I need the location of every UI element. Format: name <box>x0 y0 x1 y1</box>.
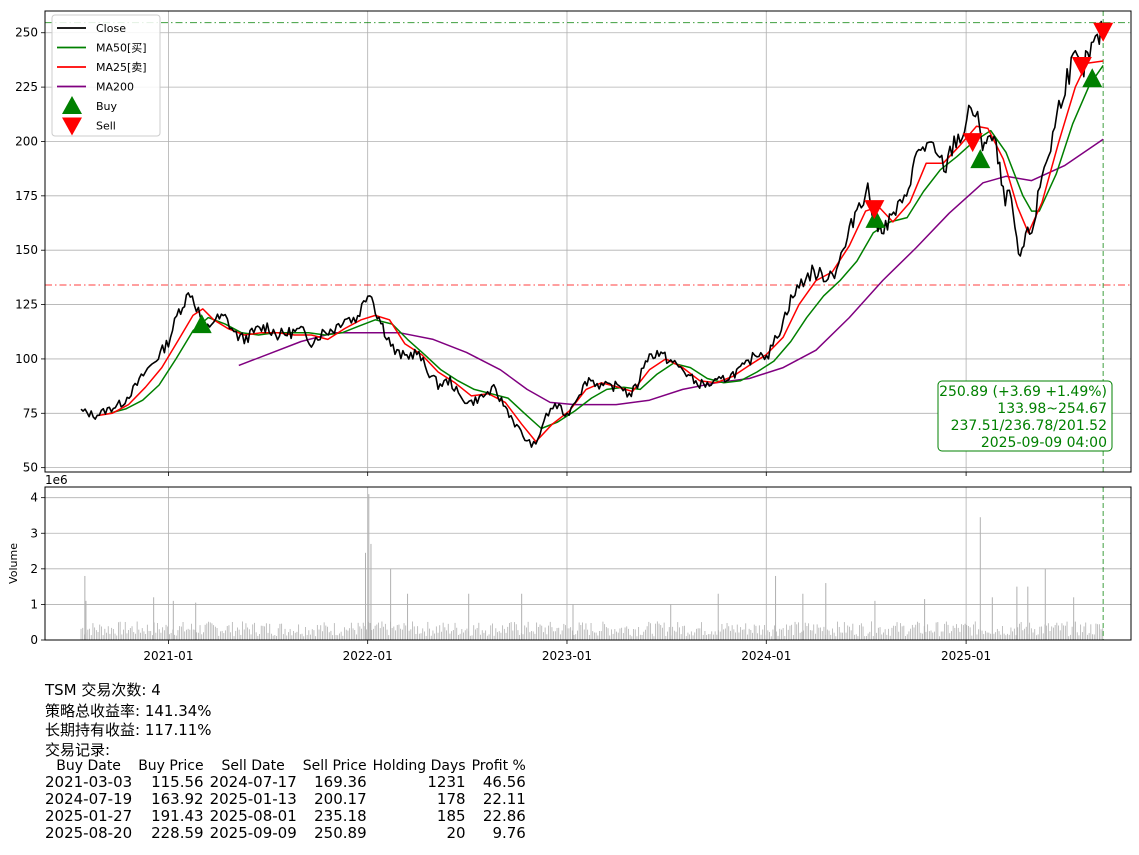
volume-axis-label: Volume <box>7 543 20 584</box>
buy-marker <box>1082 68 1103 88</box>
cell-sell-price: 235.18 <box>314 807 367 825</box>
cell-buy-price: 115.56 <box>151 773 204 791</box>
annotation-line: 250.89 (+3.69 +1.49%) <box>939 384 1107 400</box>
price-tick-label: 125 <box>15 298 38 312</box>
price-panel: 50 75 100 125 150 175 200 225 250 Close MA50[买] MA2… <box>15 10 1132 476</box>
annotation-line: 237.51/236.78/201.52 <box>951 418 1107 434</box>
cell-holding-days: 1231 <box>427 773 466 791</box>
volume-tick-label: 1 <box>30 597 38 611</box>
price-tick-label: 200 <box>15 134 38 148</box>
cell-buy-price: 163.92 <box>151 790 204 808</box>
price-tick-label: 225 <box>15 80 38 94</box>
date-tick-label: 2024-01 <box>741 649 791 663</box>
price-tick-label: 175 <box>15 189 38 203</box>
date-tick-label: 2022-01 <box>343 649 393 663</box>
sell-marker <box>962 133 983 153</box>
trade-row: 2024-07-19 163.92 2025-01-13 200.17 178 … <box>45 791 532 808</box>
sell-marker <box>1093 22 1114 42</box>
volume-offset-label: 1e6 <box>45 473 68 487</box>
buy-marker <box>191 314 212 334</box>
price-annotation: 250.89 (+3.69 +1.49%)133.98~254.67237.51… <box>937 380 1113 452</box>
buy-marker <box>865 208 886 228</box>
x-axis: 2021-01 2022-01 2023-01 2024-01 2025-01 <box>143 640 991 663</box>
annotation-line: 2025-09-09 04:00 <box>981 435 1107 451</box>
trade-row: 2021-03-03 115.56 2024-07-17 169.36 1231… <box>45 774 532 791</box>
volume-tick-label: 0 <box>30 633 38 647</box>
trade-row: 2025-08-20 228.59 2025-09-09 250.89 20 9… <box>45 825 532 842</box>
legend-sell-icon <box>62 117 82 136</box>
cell-profit: 46.56 <box>482 773 526 791</box>
legend: Close MA50[买] MA25[卖] MA200 Buy Sell <box>51 14 161 137</box>
trade-count-text: TSM 交易次数: 4 <box>45 681 161 699</box>
date-tick-label: 2021-01 <box>143 649 193 663</box>
trade-table: Buy Date Buy Price Sell Date Sell Price … <box>45 758 532 842</box>
annotation-box <box>937 380 1113 452</box>
sell-marker <box>1071 56 1092 76</box>
legend-label: MA50[买] <box>96 42 147 55</box>
date-tick-label: 2023-01 <box>542 649 592 663</box>
price-tick-label: 150 <box>15 243 38 257</box>
col-holding-days: Holding Days <box>372 758 466 774</box>
cell-profit: 22.86 <box>482 807 526 825</box>
cell-profit: 9.76 <box>492 824 526 842</box>
volume-tick-label: 2 <box>30 562 38 576</box>
buy-hold-return-text: 长期持有收益: 117.11% <box>45 721 212 739</box>
volume-panel: 0 1 2 3 4 Volume 1e6 <box>7 473 1132 647</box>
price-tick-label: 100 <box>15 352 38 366</box>
annotation-line: 133.98~254.67 <box>997 401 1107 417</box>
stock-chart: 50 75 100 125 150 175 200 225 250 Close MA50[买] MA2… <box>7 10 1132 663</box>
cell-sell-price: 169.36 <box>314 773 367 791</box>
col-sell-price: Sell Price <box>302 758 367 774</box>
price-tick-label: 75 <box>23 406 38 420</box>
legend-label: Buy <box>96 100 118 113</box>
trade-table-header: Buy Date Buy Price Sell Date Sell Price … <box>45 758 532 774</box>
volume-tick-label: 4 <box>30 491 38 505</box>
cell-buy-price: 228.59 <box>151 824 204 842</box>
cell-sell-date: 2024-07-17 <box>209 773 297 791</box>
cell-profit: 22.11 <box>482 790 526 808</box>
sell-marker <box>864 200 885 220</box>
volume-panel-frame <box>44 486 1132 641</box>
cell-sell-date: 2025-09-09 <box>209 824 297 842</box>
price-panel-frame <box>44 10 1132 473</box>
cell-sell-date: 2025-08-01 <box>209 807 297 825</box>
col-buy-price: Buy Price <box>138 758 204 774</box>
cell-holding-days: 185 <box>436 807 466 825</box>
legend-label: Sell <box>96 120 116 133</box>
cell-buy-date: 2024-07-19 <box>45 790 133 808</box>
trade-log-heading: 交易记录: <box>45 741 111 759</box>
date-tick-label: 2025-01 <box>941 649 991 663</box>
price-tick-label: 250 <box>15 26 38 40</box>
price-tick-label: 50 <box>23 461 38 475</box>
legend-buy-icon <box>62 96 82 114</box>
col-sell-date: Sell Date <box>221 758 285 774</box>
series-line <box>109 64 1104 430</box>
cell-buy-date: 2025-01-27 <box>45 807 133 825</box>
series-line <box>80 20 1104 448</box>
cell-sell-price: 200.17 <box>314 790 367 808</box>
cell-sell-price: 250.89 <box>314 824 367 842</box>
cell-holding-days: 20 <box>446 824 466 842</box>
legend-label: MA25[卖] <box>96 61 147 74</box>
cell-sell-date: 2025-01-13 <box>209 790 297 808</box>
cell-holding-days: 178 <box>436 790 466 808</box>
cell-buy-price: 191.43 <box>151 807 204 825</box>
legend-label: Close <box>96 22 126 35</box>
strategy-return-text: 策略总收益率: 141.34% <box>45 702 212 720</box>
cell-buy-date: 2025-08-20 <box>45 824 133 842</box>
col-profit: Profit % <box>471 758 526 774</box>
volume-tick-label: 3 <box>30 526 38 540</box>
col-buy-date: Buy Date <box>56 758 121 774</box>
legend-box <box>51 14 161 137</box>
trade-row: 2025-01-27 191.43 2025-08-01 235.18 185 … <box>45 808 532 825</box>
buy-marker <box>970 149 991 169</box>
legend-label: MA200 <box>96 81 134 94</box>
cell-buy-date: 2021-03-03 <box>45 773 133 791</box>
